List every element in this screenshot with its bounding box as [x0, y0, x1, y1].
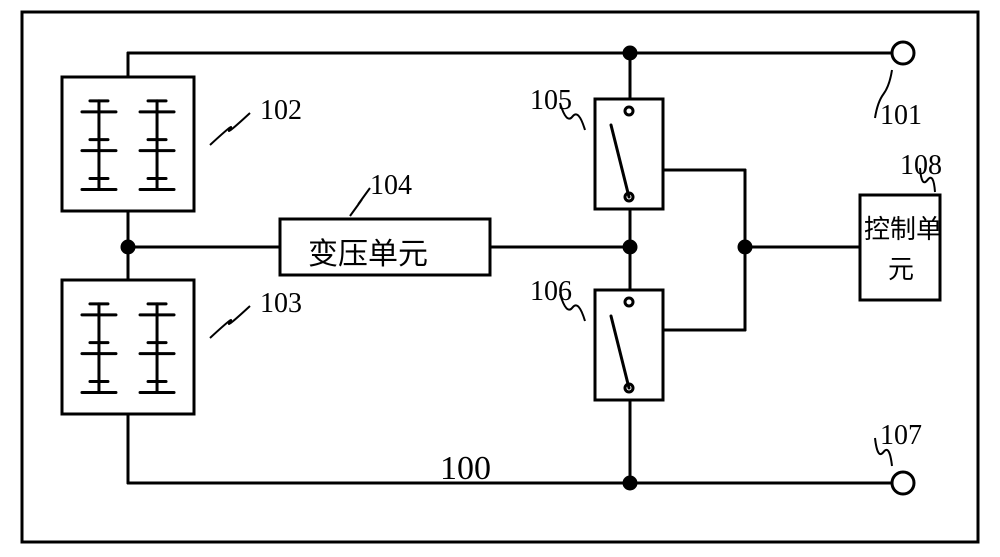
label-108: 108	[900, 150, 942, 182]
label-101: 101	[880, 100, 922, 132]
label-105: 105	[530, 85, 572, 117]
label-107: 107	[880, 420, 922, 452]
diagram-canvas: 102 103 104 105 106 108 101 107 100 变压单元…	[0, 0, 1000, 557]
control-text-2: 元	[888, 249, 914, 286]
schematic-svg	[0, 0, 1000, 557]
label-100: 100	[440, 450, 491, 488]
transformer-text: 变压单元	[308, 229, 428, 273]
label-104: 104	[370, 170, 412, 202]
label-103: 103	[260, 288, 302, 320]
label-106: 106	[530, 276, 572, 308]
control-text-1: 控制单	[864, 209, 942, 246]
label-102: 102	[260, 95, 302, 127]
